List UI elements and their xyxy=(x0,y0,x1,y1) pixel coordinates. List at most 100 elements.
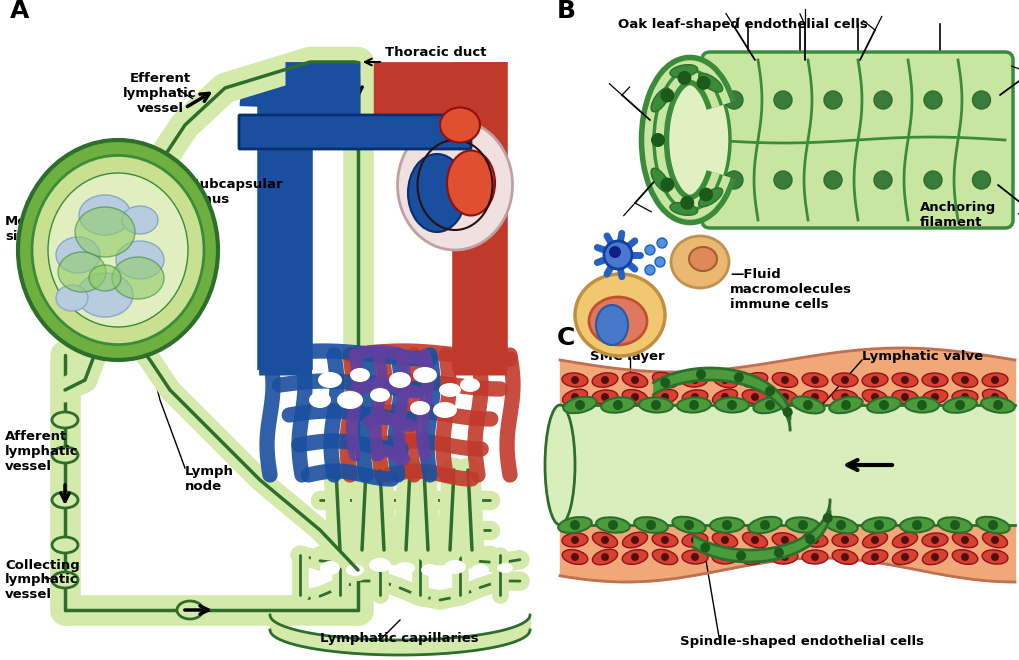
Circle shape xyxy=(873,91,892,109)
Circle shape xyxy=(612,400,623,410)
Ellipse shape xyxy=(388,372,411,388)
Circle shape xyxy=(720,393,729,401)
Ellipse shape xyxy=(742,389,767,405)
Text: Efferent
lymphatic
vessel: Efferent lymphatic vessel xyxy=(123,72,197,115)
Ellipse shape xyxy=(752,397,786,412)
Text: Afferent
lymphatic
vessel: Afferent lymphatic vessel xyxy=(5,430,78,473)
Circle shape xyxy=(608,246,621,258)
Circle shape xyxy=(873,520,883,530)
Ellipse shape xyxy=(177,601,203,619)
Ellipse shape xyxy=(861,389,887,405)
Circle shape xyxy=(750,393,758,401)
Circle shape xyxy=(659,378,669,387)
Ellipse shape xyxy=(122,206,158,234)
Ellipse shape xyxy=(544,405,575,525)
Ellipse shape xyxy=(650,88,669,112)
Text: Thoracic duct: Thoracic duct xyxy=(384,46,486,59)
Ellipse shape xyxy=(892,390,917,404)
Ellipse shape xyxy=(866,397,900,413)
Ellipse shape xyxy=(981,550,1007,564)
Ellipse shape xyxy=(801,373,827,387)
Circle shape xyxy=(695,370,705,379)
Ellipse shape xyxy=(638,397,673,412)
Ellipse shape xyxy=(747,517,782,533)
Circle shape xyxy=(600,553,608,561)
Ellipse shape xyxy=(592,532,616,548)
Text: Oak leaf-shaped endothelial cells: Oak leaf-shaped endothelial cells xyxy=(618,18,867,31)
Circle shape xyxy=(810,553,818,561)
Ellipse shape xyxy=(892,549,917,564)
Ellipse shape xyxy=(742,532,766,548)
Ellipse shape xyxy=(595,517,630,533)
Circle shape xyxy=(971,91,989,109)
Circle shape xyxy=(773,171,791,189)
Ellipse shape xyxy=(56,285,88,311)
Ellipse shape xyxy=(698,73,721,92)
Circle shape xyxy=(810,393,818,401)
Circle shape xyxy=(736,550,745,561)
Ellipse shape xyxy=(742,549,767,565)
Circle shape xyxy=(571,553,579,561)
Ellipse shape xyxy=(112,257,164,299)
Ellipse shape xyxy=(771,533,797,547)
Circle shape xyxy=(600,376,608,384)
Circle shape xyxy=(721,520,732,530)
Ellipse shape xyxy=(688,247,716,271)
Ellipse shape xyxy=(410,401,430,415)
Ellipse shape xyxy=(801,550,827,564)
Ellipse shape xyxy=(712,372,737,388)
Ellipse shape xyxy=(438,383,461,397)
Circle shape xyxy=(659,178,674,191)
Circle shape xyxy=(656,238,666,248)
Circle shape xyxy=(822,513,832,523)
Circle shape xyxy=(759,520,769,530)
Ellipse shape xyxy=(771,389,797,405)
Ellipse shape xyxy=(742,372,767,387)
Ellipse shape xyxy=(952,550,977,564)
Ellipse shape xyxy=(899,517,933,533)
Circle shape xyxy=(930,536,938,544)
Circle shape xyxy=(930,376,938,384)
Circle shape xyxy=(930,393,938,401)
Circle shape xyxy=(607,520,618,530)
Ellipse shape xyxy=(652,389,677,405)
Ellipse shape xyxy=(980,397,1014,412)
Ellipse shape xyxy=(832,550,857,564)
Circle shape xyxy=(954,400,964,410)
Circle shape xyxy=(764,400,774,410)
Circle shape xyxy=(971,171,989,189)
Circle shape xyxy=(644,265,654,275)
Circle shape xyxy=(878,400,889,410)
Circle shape xyxy=(680,196,694,210)
Circle shape xyxy=(733,372,743,382)
Circle shape xyxy=(690,553,698,561)
Circle shape xyxy=(773,548,783,558)
Circle shape xyxy=(688,400,698,410)
Text: Lymphatic valve: Lymphatic valve xyxy=(861,350,982,363)
Ellipse shape xyxy=(370,388,389,402)
Circle shape xyxy=(690,393,698,401)
Ellipse shape xyxy=(592,373,618,387)
Ellipse shape xyxy=(78,195,130,235)
Text: Lymph
node: Lymph node xyxy=(184,465,233,493)
Ellipse shape xyxy=(622,532,647,548)
Ellipse shape xyxy=(369,558,390,572)
Circle shape xyxy=(631,393,638,401)
Ellipse shape xyxy=(58,252,106,292)
Circle shape xyxy=(631,553,638,561)
Circle shape xyxy=(571,376,579,384)
Ellipse shape xyxy=(446,150,494,216)
Circle shape xyxy=(750,536,758,544)
Ellipse shape xyxy=(622,550,647,564)
Circle shape xyxy=(841,393,848,401)
FancyBboxPatch shape xyxy=(701,52,1012,228)
Ellipse shape xyxy=(336,391,363,409)
Ellipse shape xyxy=(48,173,187,327)
Ellipse shape xyxy=(981,373,1007,387)
Circle shape xyxy=(900,553,908,561)
Ellipse shape xyxy=(397,120,512,250)
Ellipse shape xyxy=(981,532,1007,548)
Ellipse shape xyxy=(439,108,480,143)
Ellipse shape xyxy=(801,390,827,404)
Circle shape xyxy=(773,91,791,109)
